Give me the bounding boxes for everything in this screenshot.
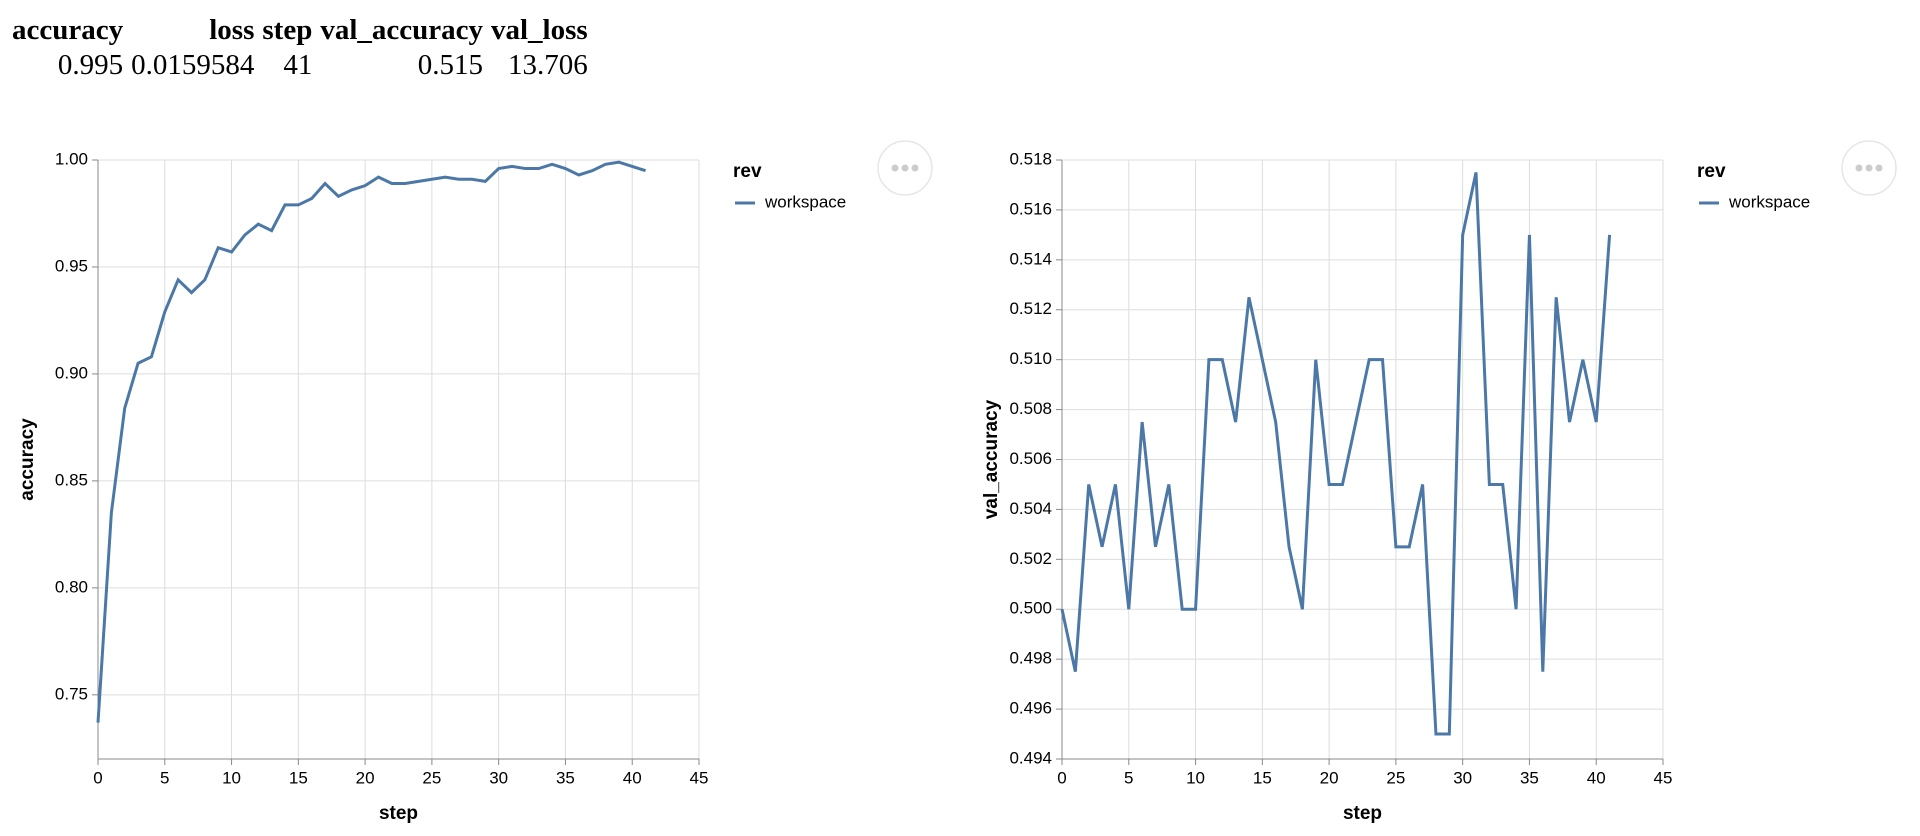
y-tick-label: 0.500 [1009, 599, 1052, 618]
x-tick-label: 35 [1520, 768, 1539, 787]
cell: 41 [283, 49, 313, 81]
x-tick-label: 45 [690, 768, 709, 787]
y-tick-label: 0.496 [1009, 699, 1052, 718]
y-tick-label: 0.516 [1009, 199, 1052, 218]
cell: 0.515 [417, 49, 483, 81]
x-axis-title: step [379, 803, 418, 824]
y-tick-label: 0.90 [55, 363, 88, 382]
header-cell: step [262, 14, 313, 46]
header-cell: val_accuracy [320, 14, 483, 46]
y-tick-label: 0.514 [1009, 249, 1052, 268]
y-tick-label: 0.494 [1009, 748, 1052, 767]
y-tick-label: 1.00 [55, 149, 88, 168]
x-tick-label: 0 [93, 768, 102, 787]
x-tick-label: 25 [1386, 768, 1405, 787]
x-tick-label: 5 [1124, 768, 1133, 787]
x-tick-label: 20 [356, 768, 375, 787]
y-tick-label: 0.95 [55, 256, 88, 275]
header-row: accuracy loss step val_accuracy val_loss [8, 14, 592, 47]
data-row: 0.995 0.0159584 41 0.515 13.706 [8, 47, 592, 84]
header-cell: loss [209, 14, 255, 46]
y-tick-label: 0.85 [55, 470, 88, 489]
legend-title: rev [733, 161, 762, 182]
series-line [1060, 172, 1612, 736]
menu-dot [1865, 164, 1873, 172]
metrics-table: accuracy loss step val_accuracy val_loss… [8, 14, 592, 84]
y-tick-label: 0.502 [1009, 549, 1052, 568]
cell: 0.0159584 [131, 49, 255, 81]
menu-dot [891, 164, 899, 172]
x-tick-label: 30 [489, 768, 508, 787]
header-cell: accuracy [12, 14, 124, 46]
y-tick-label: 0.518 [1009, 149, 1052, 168]
y-tick-label: 0.512 [1009, 299, 1052, 318]
y-tick-label: 0.504 [1009, 499, 1052, 518]
y-tick-label: 0.80 [55, 577, 88, 596]
x-tick-label: 15 [289, 768, 308, 787]
legend-label: workspace [764, 192, 846, 211]
series-line [96, 160, 647, 723]
x-tick-label: 25 [422, 768, 441, 787]
legend-title: rev [1697, 161, 1726, 182]
y-tick-label: 0.506 [1009, 449, 1052, 468]
x-tick-label: 5 [160, 768, 169, 787]
x-tick-label: 10 [222, 768, 241, 787]
y-tick-label: 0.498 [1009, 649, 1052, 668]
header-cell: val_loss [491, 14, 588, 46]
cell: 13.706 [507, 49, 588, 81]
y-axis-title: val_accuracy [981, 399, 1002, 519]
x-axis-title: step [1343, 803, 1382, 824]
menu-dot [901, 164, 909, 172]
x-tick-label: 40 [1587, 768, 1606, 787]
x-tick-label: 20 [1320, 768, 1339, 787]
cell: 0.995 [57, 49, 124, 81]
x-tick-label: 0 [1057, 768, 1066, 787]
y-tick-label: 0.75 [55, 684, 88, 703]
y-tick-label: 0.508 [1009, 399, 1052, 418]
x-tick-label: 45 [1654, 768, 1673, 787]
menu-dot [1875, 164, 1883, 172]
x-tick-label: 15 [1253, 768, 1272, 787]
menu-dot [911, 164, 919, 172]
y-axis-title: accuracy [17, 418, 38, 501]
x-tick-label: 40 [623, 768, 642, 787]
x-tick-label: 10 [1186, 768, 1205, 787]
menu-dot [1855, 164, 1863, 172]
x-tick-label: 35 [556, 768, 575, 787]
y-tick-label: 0.510 [1009, 349, 1052, 368]
x-tick-label: 30 [1453, 768, 1472, 787]
legend-label: workspace [1728, 192, 1810, 211]
